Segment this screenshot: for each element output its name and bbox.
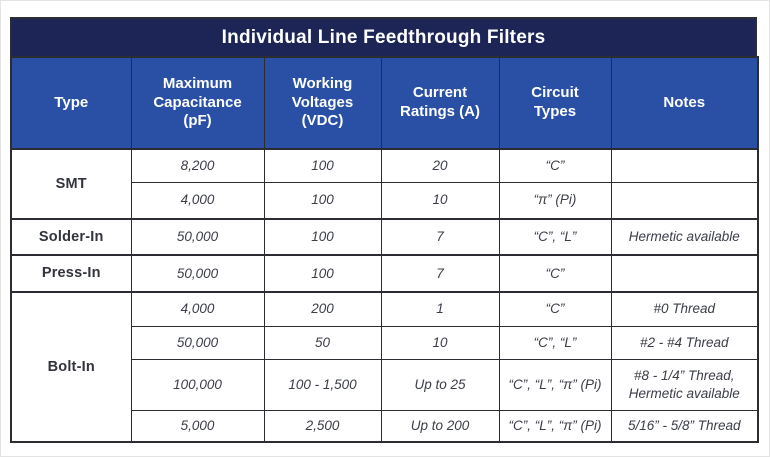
table-row-smt-2: 4,000 100 10 “π” (Pi) (11, 181, 759, 220)
capacitance-cell: 50,000 (130, 325, 265, 360)
capacitance-cell: 4,000 (130, 181, 265, 220)
notes-cell (610, 254, 759, 293)
notes-cell: 5/16” - 5/8” Thread (610, 409, 759, 443)
voltage-cell: 100 - 1,500 (263, 358, 382, 411)
capacitance-cell: 5,000 (130, 409, 265, 443)
page-title: Individual Line Feedthrough Filters (221, 26, 546, 48)
circuit-cell: “C”, “L”, “π” (Pi) (498, 358, 612, 411)
circuit-cell: “C” (498, 291, 612, 327)
current-cell: 10 (380, 181, 500, 220)
circuit-cell: “C” (498, 254, 612, 293)
notes-cell: #0 Thread (610, 291, 759, 327)
current-cell: 7 (380, 254, 500, 293)
current-cell: Up to 200 (380, 409, 500, 443)
notes-cell (610, 181, 759, 220)
circuit-cell: “C”, “L” (498, 325, 612, 360)
header-row: Type Maximum Capacitance (pF) Working Vo… (10, 56, 759, 150)
current-cell: 20 (380, 148, 500, 183)
voltage-cell: 200 (263, 291, 382, 327)
table-row-bolt-in-4: 5,000 2,500 Up to 200 “C”, “L”, “π” (Pi)… (11, 409, 759, 443)
voltage-cell: 100 (263, 254, 382, 293)
column-header-notes: Notes (610, 56, 759, 150)
type-cell-solder-in: Solder-In (10, 218, 132, 256)
type-cell-press-in: Press-In (10, 254, 132, 293)
feedthrough-filters-panel: Individual Line Feedthrough Filters Type… (10, 17, 759, 443)
circuit-cell: “π” (Pi) (498, 181, 612, 220)
column-header-current-ratings: Current Ratings (A) (380, 56, 500, 150)
table-row-press-in: Press-In 50,000 100 7 “C” (10, 254, 759, 293)
circuit-cell: “C”, “L”, “π” (Pi) (498, 409, 612, 443)
voltage-cell: 100 (263, 181, 382, 220)
table-header: Type Maximum Capacitance (pF) Working Vo… (10, 56, 759, 150)
current-cell: 1 (380, 291, 500, 327)
notes-cell: #8 - 1/4” Thread, Hermetic available (610, 358, 759, 411)
current-cell: 10 (380, 325, 500, 360)
table-row-bolt-in-1: Bolt-In 4,000 200 1 “C” #0 Thread (10, 291, 759, 443)
capacitance-cell: 4,000 (130, 291, 265, 327)
column-header-working-voltages: Working Voltages (VDC) (263, 56, 382, 150)
capacitance-cell: 50,000 (130, 254, 265, 293)
capacitance-cell: 8,200 (130, 148, 265, 183)
table-body: SMT 8,200 100 20 “C” 4,000 100 10 “π” (P… (10, 148, 759, 443)
circuit-cell: “C”, “L” (498, 218, 612, 256)
notes-cell: #2 - #4 Thread (610, 325, 759, 360)
circuit-cell: “C” (498, 148, 612, 183)
type-cell-bolt-in: Bolt-In (10, 291, 132, 443)
filters-table: Type Maximum Capacitance (pF) Working Vo… (10, 56, 759, 443)
notes-cell: Hermetic available (610, 218, 759, 256)
voltage-cell: 50 (263, 325, 382, 360)
current-cell: Up to 25 (380, 358, 500, 411)
type-cell-smt: SMT (10, 148, 132, 220)
voltage-cell: 100 (263, 218, 382, 256)
table-row-smt-1: SMT 8,200 100 20 “C” (10, 148, 759, 220)
capacitance-cell: 100,000 (130, 358, 265, 411)
table-row-bolt-in-2: 50,000 50 10 “C”, “L” #2 - #4 Thread (11, 325, 759, 360)
column-header-max-capacitance: Maximum Capacitance (pF) (130, 56, 265, 150)
column-header-type: Type (10, 56, 132, 150)
voltage-cell: 2,500 (263, 409, 382, 443)
column-header-circuit-types: Circuit Types (498, 56, 612, 150)
table-row-solder-in: Solder-In 50,000 100 7 “C”, “L” Hermetic… (10, 218, 759, 256)
notes-cell (610, 148, 759, 183)
voltage-cell: 100 (263, 148, 382, 183)
current-cell: 7 (380, 218, 500, 256)
capacitance-cell: 50,000 (130, 218, 265, 256)
title-bar: Individual Line Feedthrough Filters (10, 17, 757, 58)
